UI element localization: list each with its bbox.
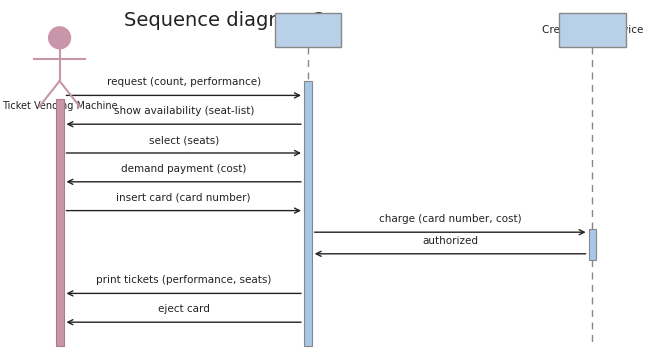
Bar <box>304 81 312 346</box>
Text: Sequence diagram 2: Sequence diagram 2 <box>124 11 326 30</box>
Text: show availability (seat-list): show availability (seat-list) <box>113 106 254 116</box>
Text: eject card: eject card <box>158 304 210 314</box>
Text: demand payment (cost): demand payment (cost) <box>121 164 246 174</box>
Text: insert card (card number): insert card (card number) <box>117 193 251 203</box>
Bar <box>589 229 596 260</box>
Text: print tickets (performance, seats): print tickets (performance, seats) <box>96 275 271 285</box>
Bar <box>559 13 626 47</box>
Text: request (count, performance): request (count, performance) <box>107 77 261 87</box>
Text: Ticket Vending Machine: Ticket Vending Machine <box>2 101 117 111</box>
Text: select (seats): select (seats) <box>148 135 219 145</box>
Text: Credit Card Service: Credit Card Service <box>542 25 643 35</box>
Bar <box>275 13 341 47</box>
Text: Box Office: Box Office <box>281 25 334 35</box>
Ellipse shape <box>49 27 70 49</box>
Text: authorized: authorized <box>422 236 478 246</box>
Text: charge (card number, cost): charge (card number, cost) <box>379 214 522 224</box>
Bar <box>56 99 64 346</box>
